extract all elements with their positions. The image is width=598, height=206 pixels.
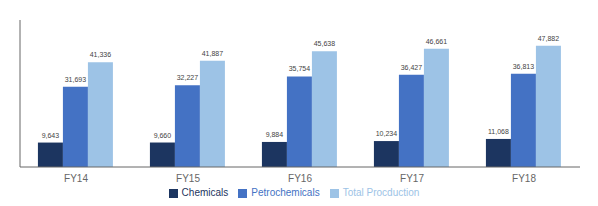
svg-text:9,884: 9,884 (266, 131, 284, 138)
svg-text:47,882: 47,882 (538, 35, 560, 42)
svg-text:FY16: FY16 (288, 173, 312, 184)
svg-text:11,068: 11,068 (488, 128, 509, 135)
svg-text:32,227: 32,227 (177, 74, 199, 81)
svg-text:9,643: 9,643 (42, 132, 60, 139)
svg-text:FY18: FY18 (512, 173, 536, 184)
svg-text:36,427: 36,427 (401, 64, 423, 71)
svg-text:35,754: 35,754 (289, 65, 311, 72)
svg-text:FY14: FY14 (64, 173, 88, 184)
svg-text:36,813: 36,813 (513, 63, 535, 70)
svg-text:45,638: 45,638 (314, 40, 336, 47)
html-text:Petrochemicals: Petrochemicals (251, 187, 320, 198)
svg-text:31,693: 31,693 (65, 76, 87, 83)
svg-text:10,234: 10,234 (376, 130, 398, 137)
html-text:Total Procduction: Total Procduction (342, 187, 420, 198)
svg-text:41,336: 41,336 (90, 51, 112, 58)
svg-text:FY17: FY17 (400, 173, 424, 184)
svg-text:46,661: 46,661 (426, 38, 448, 45)
html-text:Chemicals: Chemicals (181, 187, 229, 198)
svg-text:9,660: 9,660 (154, 132, 172, 139)
svg-text:FY15: FY15 (176, 173, 200, 184)
svg-text:41,887: 41,887 (202, 50, 224, 57)
